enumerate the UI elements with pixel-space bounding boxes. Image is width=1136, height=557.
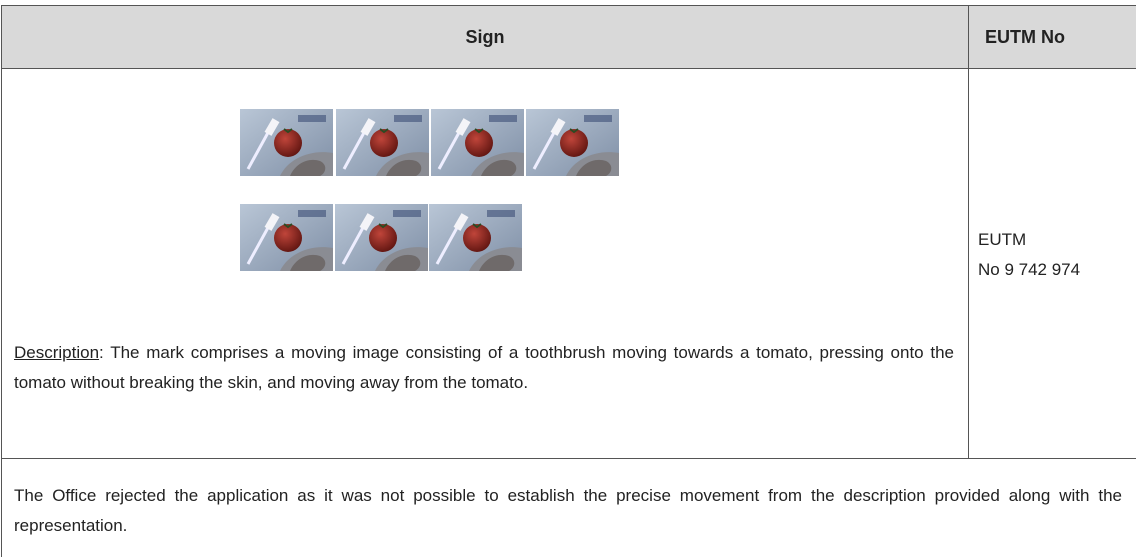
description-text: : The mark comprises a moving image cons… [14,343,954,392]
frame-image [240,109,333,176]
eutm-number: EUTM No 9 742 974 [978,225,1080,285]
header-cell: EUTM No [968,5,1136,69]
header-cell: Sign [1,5,969,69]
frame-image [336,109,429,176]
frame-image [240,204,333,271]
frame-image [431,109,524,176]
header-text: Sign [465,26,505,47]
description: Description: The mark comprises a moving… [14,338,954,398]
note-cell [1,458,1136,557]
eutm-line: EUTM [978,230,1027,249]
frame-image [335,204,428,271]
note-text: The Office rejected the application as i… [14,486,1122,535]
frame-image [429,204,522,271]
header-text: EUTM No [985,26,1065,47]
eutm-line: No 9 742 974 [978,260,1081,279]
frame-image [526,109,619,176]
description-label: Description [14,343,100,362]
